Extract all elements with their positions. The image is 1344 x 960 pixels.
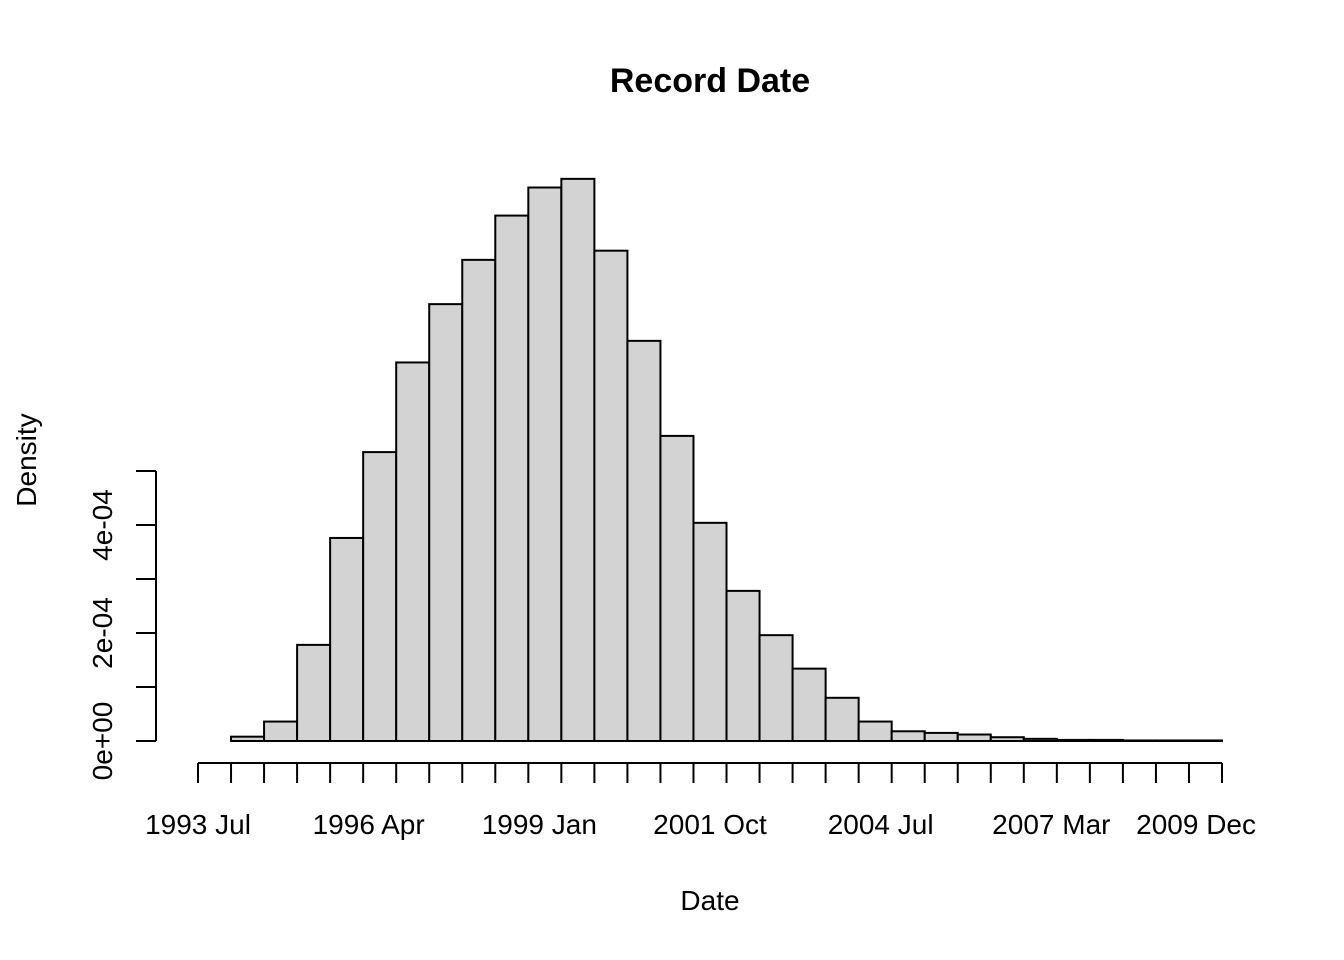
y-tick-label: 0e+00 [87, 702, 118, 781]
histogram-bar [1154, 739, 1190, 743]
histogram-bar [263, 720, 299, 742]
bars-group [230, 177, 1223, 743]
histogram-bar [230, 735, 266, 742]
x-tick-label: 1996 Apr [313, 809, 425, 840]
histogram-bar [494, 214, 530, 742]
histogram-bar [395, 361, 431, 742]
histogram-bar [923, 731, 959, 743]
histogram-bar [593, 249, 629, 742]
x-axis-label: Date [680, 885, 739, 916]
x-tick-label: 1999 Jan [482, 809, 597, 840]
histogram-bar [758, 634, 794, 742]
histogram-bar [626, 339, 662, 742]
histogram-bar [989, 736, 1025, 742]
histogram-bar [1055, 738, 1091, 742]
y-tick-label: 2e-04 [87, 597, 118, 669]
histogram-bar [1022, 737, 1058, 743]
x-tick-label: 2009 Dec [1136, 809, 1256, 840]
y-axis: 0e+00 2e-04 4e-04 [87, 470, 157, 781]
histogram-bar [1121, 739, 1157, 743]
histogram-bar [791, 667, 827, 743]
histogram-bar [824, 696, 860, 742]
histogram-bar [956, 733, 992, 743]
histogram-bar [362, 451, 398, 742]
x-tick-label: 2004 Jul [828, 809, 934, 840]
histogram-bar [461, 258, 497, 742]
y-tick-label: 4e-04 [87, 489, 118, 561]
histogram-bar [857, 720, 893, 742]
x-axis: 1993 Jul 1996 Apr 1999 Jan 2001 Oct 2004 Jul… [145, 762, 1256, 840]
histogram-bar [890, 730, 926, 743]
histogram-bar [428, 303, 464, 742]
chart-title: Record Date [610, 62, 810, 100]
histogram-bar [560, 177, 596, 743]
y-axis-label: Density [11, 413, 42, 506]
histogram-bar [329, 536, 365, 743]
x-tick-label: 1993 Jul [145, 809, 251, 840]
x-tick-label: 2001 Oct [653, 809, 767, 840]
histogram-bar [1187, 739, 1223, 743]
histogram-bar [692, 521, 728, 743]
x-tick-label: 2007 Mar [992, 809, 1110, 840]
histogram-bar [296, 643, 332, 743]
histogram-bar [659, 434, 695, 742]
histogram-bar [1088, 738, 1124, 742]
histogram-bar [527, 186, 563, 742]
histogram-bar [725, 589, 761, 742]
